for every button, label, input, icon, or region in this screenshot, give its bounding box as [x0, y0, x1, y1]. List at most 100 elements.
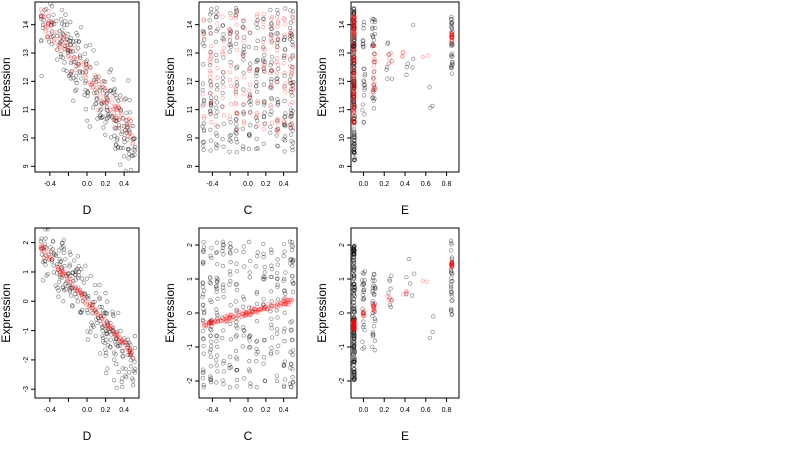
observed-point: [288, 328, 294, 333]
fitted-point: [65, 276, 70, 281]
observed-point: [109, 332, 114, 337]
observed-point: [352, 377, 357, 383]
observed-point: [287, 122, 293, 128]
fitted-point: [250, 310, 255, 315]
observed-point: [85, 310, 90, 316]
observed-point: [351, 257, 356, 263]
panel-5-points: [200, 239, 296, 390]
observed-point: [200, 260, 206, 265]
observed-point: [360, 42, 366, 47]
observed-point: [289, 113, 294, 118]
observed-point: [100, 328, 105, 333]
observed-point: [361, 271, 367, 276]
observed-point: [125, 124, 130, 129]
observed-point: [50, 29, 55, 34]
observed-point: [114, 118, 119, 123]
fitted-point: [261, 46, 266, 51]
observed-point: [282, 73, 287, 78]
fitted-point: [42, 14, 48, 19]
observed-point: [207, 63, 213, 68]
fitted-point: [352, 61, 357, 67]
observed-point: [240, 24, 245, 29]
observed-point: [291, 79, 296, 85]
observed-point: [215, 277, 220, 282]
fitted-point: [289, 298, 295, 303]
observed-point: [352, 14, 357, 20]
observed-point: [62, 288, 67, 293]
observed-point: [70, 270, 75, 275]
observed-point: [74, 30, 79, 36]
observed-point: [124, 122, 130, 127]
observed-point: [352, 157, 357, 162]
fitted-point: [242, 92, 247, 97]
fitted-point: [289, 89, 294, 95]
observed-point: [207, 280, 212, 285]
observed-point: [275, 144, 281, 149]
fitted-point: [41, 248, 47, 254]
observed-point: [128, 358, 133, 363]
observed-point: [289, 257, 294, 262]
observed-point: [102, 340, 107, 346]
observed-point: [94, 96, 100, 101]
observed-point: [291, 257, 296, 262]
fitted-point: [93, 307, 98, 313]
fitted-point: [207, 57, 212, 62]
fitted-point: [121, 340, 126, 346]
observed-point: [201, 336, 206, 341]
fitted-point: [351, 69, 357, 74]
observed-point: [448, 270, 454, 275]
observed-point: [289, 87, 294, 92]
observed-point: [352, 357, 357, 362]
observed-point: [107, 69, 112, 75]
fitted-point: [95, 312, 100, 317]
observed-point: [351, 47, 356, 53]
observed-point: [361, 281, 367, 286]
fitted-point: [352, 109, 357, 115]
observed-point: [351, 54, 356, 59]
panel-1-points: [38, 2, 138, 172]
observed-point: [370, 44, 375, 49]
observed-point: [132, 359, 137, 364]
observed-point: [412, 271, 417, 276]
observed-point: [105, 299, 110, 304]
observed-point: [93, 317, 99, 322]
observed-point: [449, 260, 455, 266]
y-tick-label: 9: [187, 164, 194, 168]
fitted-point: [351, 327, 357, 333]
fitted-point: [102, 321, 107, 326]
fitted-point: [249, 306, 254, 311]
observed-point: [68, 71, 74, 76]
observed-point: [288, 361, 293, 366]
fitted-point: [208, 84, 213, 89]
observed-point: [221, 358, 226, 364]
observed-point: [370, 26, 375, 32]
observed-point: [404, 292, 409, 297]
fitted-point: [352, 322, 357, 327]
observed-point: [290, 352, 295, 357]
fitted-point: [111, 331, 117, 336]
fitted-point: [220, 69, 226, 75]
observed-point: [246, 132, 252, 137]
fitted-point: [352, 103, 357, 108]
fitted-point: [351, 78, 357, 83]
fitted-point: [388, 50, 393, 56]
observed-point: [384, 65, 390, 70]
observed-point: [282, 122, 287, 127]
observed-point: [290, 108, 295, 114]
observed-point: [220, 248, 225, 253]
fitted-point: [352, 32, 357, 37]
observed-point: [45, 228, 50, 232]
observed-point: [371, 82, 376, 87]
observed-point: [77, 69, 82, 74]
x-tick-label: 0.6: [421, 181, 431, 188]
fitted-point: [126, 133, 131, 138]
observed-point: [114, 137, 119, 142]
fitted-point: [290, 100, 295, 105]
observed-point: [449, 71, 454, 76]
observed-point: [352, 284, 357, 290]
observed-point: [269, 303, 274, 309]
fitted-point: [274, 70, 280, 75]
fitted-point: [106, 326, 111, 331]
y-tick-label: 2: [339, 243, 346, 247]
fitted-point: [66, 45, 71, 50]
